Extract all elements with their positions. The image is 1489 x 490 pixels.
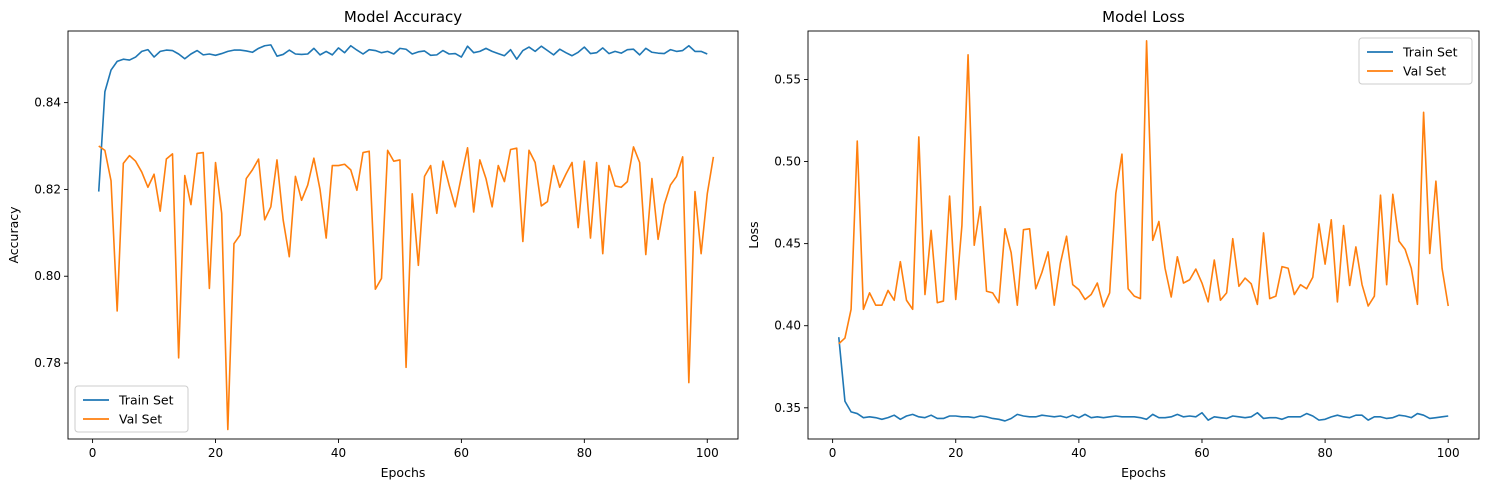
- loss-chart: Model Loss Epochs Loss 0 20 40 60 80 1000.350…: [746, 8, 1480, 480]
- x-tick-label: 20: [948, 446, 963, 460]
- x-tick-label: 40: [1071, 446, 1086, 460]
- y-tick-label: 0.35: [774, 401, 801, 415]
- y-axis-label: Loss: [746, 221, 761, 248]
- x-tick-label: 80: [1317, 446, 1332, 460]
- x-tick-label: 60: [454, 446, 469, 460]
- y-axis-label: Accuracy: [6, 206, 21, 264]
- y-tick-label: 0.45: [774, 237, 801, 251]
- legend-box: [74, 385, 189, 433]
- series-line: [97, 44, 708, 192]
- plot-area: [97, 44, 715, 431]
- y-tick-label: 0.80: [34, 269, 61, 283]
- y-tick-label: 0.50: [774, 155, 801, 169]
- x-tick-label: 0: [829, 446, 837, 460]
- x-tick-label: 40: [331, 446, 346, 460]
- legend-label: Train Set: [1402, 45, 1458, 60]
- series-line: [98, 145, 715, 431]
- tick-group: 0 20 40 60 80 100 0.78 0.80 0.82 0.84: [34, 96, 718, 460]
- x-axis-label: Epochs: [381, 465, 426, 480]
- x-tick-label: 80: [577, 446, 592, 460]
- y-tick-label: 0.82: [34, 182, 61, 196]
- y-tick-label: 0.84: [34, 96, 61, 110]
- legend: Train Set Val Set: [74, 385, 189, 433]
- series-line: [837, 337, 1449, 422]
- plot-area: [837, 40, 1450, 422]
- x-tick-label: 0: [89, 446, 97, 460]
- chart-title: Model Loss: [1102, 8, 1185, 26]
- series-line: [838, 40, 1450, 345]
- x-tick-label: 60: [1194, 446, 1209, 460]
- legend-label: Train Set: [118, 393, 174, 408]
- axes-frame: [67, 30, 739, 440]
- y-tick-label: 0.40: [774, 319, 801, 333]
- accuracy-chart: Model Accuracy Epochs Accuracy 0 20 40 60 80…: [6, 8, 739, 480]
- x-tick-label: 100: [696, 446, 719, 460]
- legend: Train Set Val Set: [1358, 37, 1473, 85]
- legend-label: Val Set: [119, 412, 162, 427]
- x-tick-label: 20: [208, 446, 223, 460]
- tick-group: 0 20 40 60 80 100 0.35 0.40 0.45 0.50 0.55: [774, 72, 1459, 460]
- legend-label: Val Set: [1403, 64, 1446, 79]
- x-tick-label: 100: [1437, 446, 1460, 460]
- chart-title: Model Accuracy: [344, 8, 462, 26]
- legend-box: [1358, 37, 1473, 85]
- axes-frame: [807, 30, 1480, 440]
- y-tick-label: 0.55: [774, 72, 801, 86]
- x-axis-label: Epochs: [1121, 465, 1166, 480]
- y-tick-label: 0.78: [34, 356, 61, 370]
